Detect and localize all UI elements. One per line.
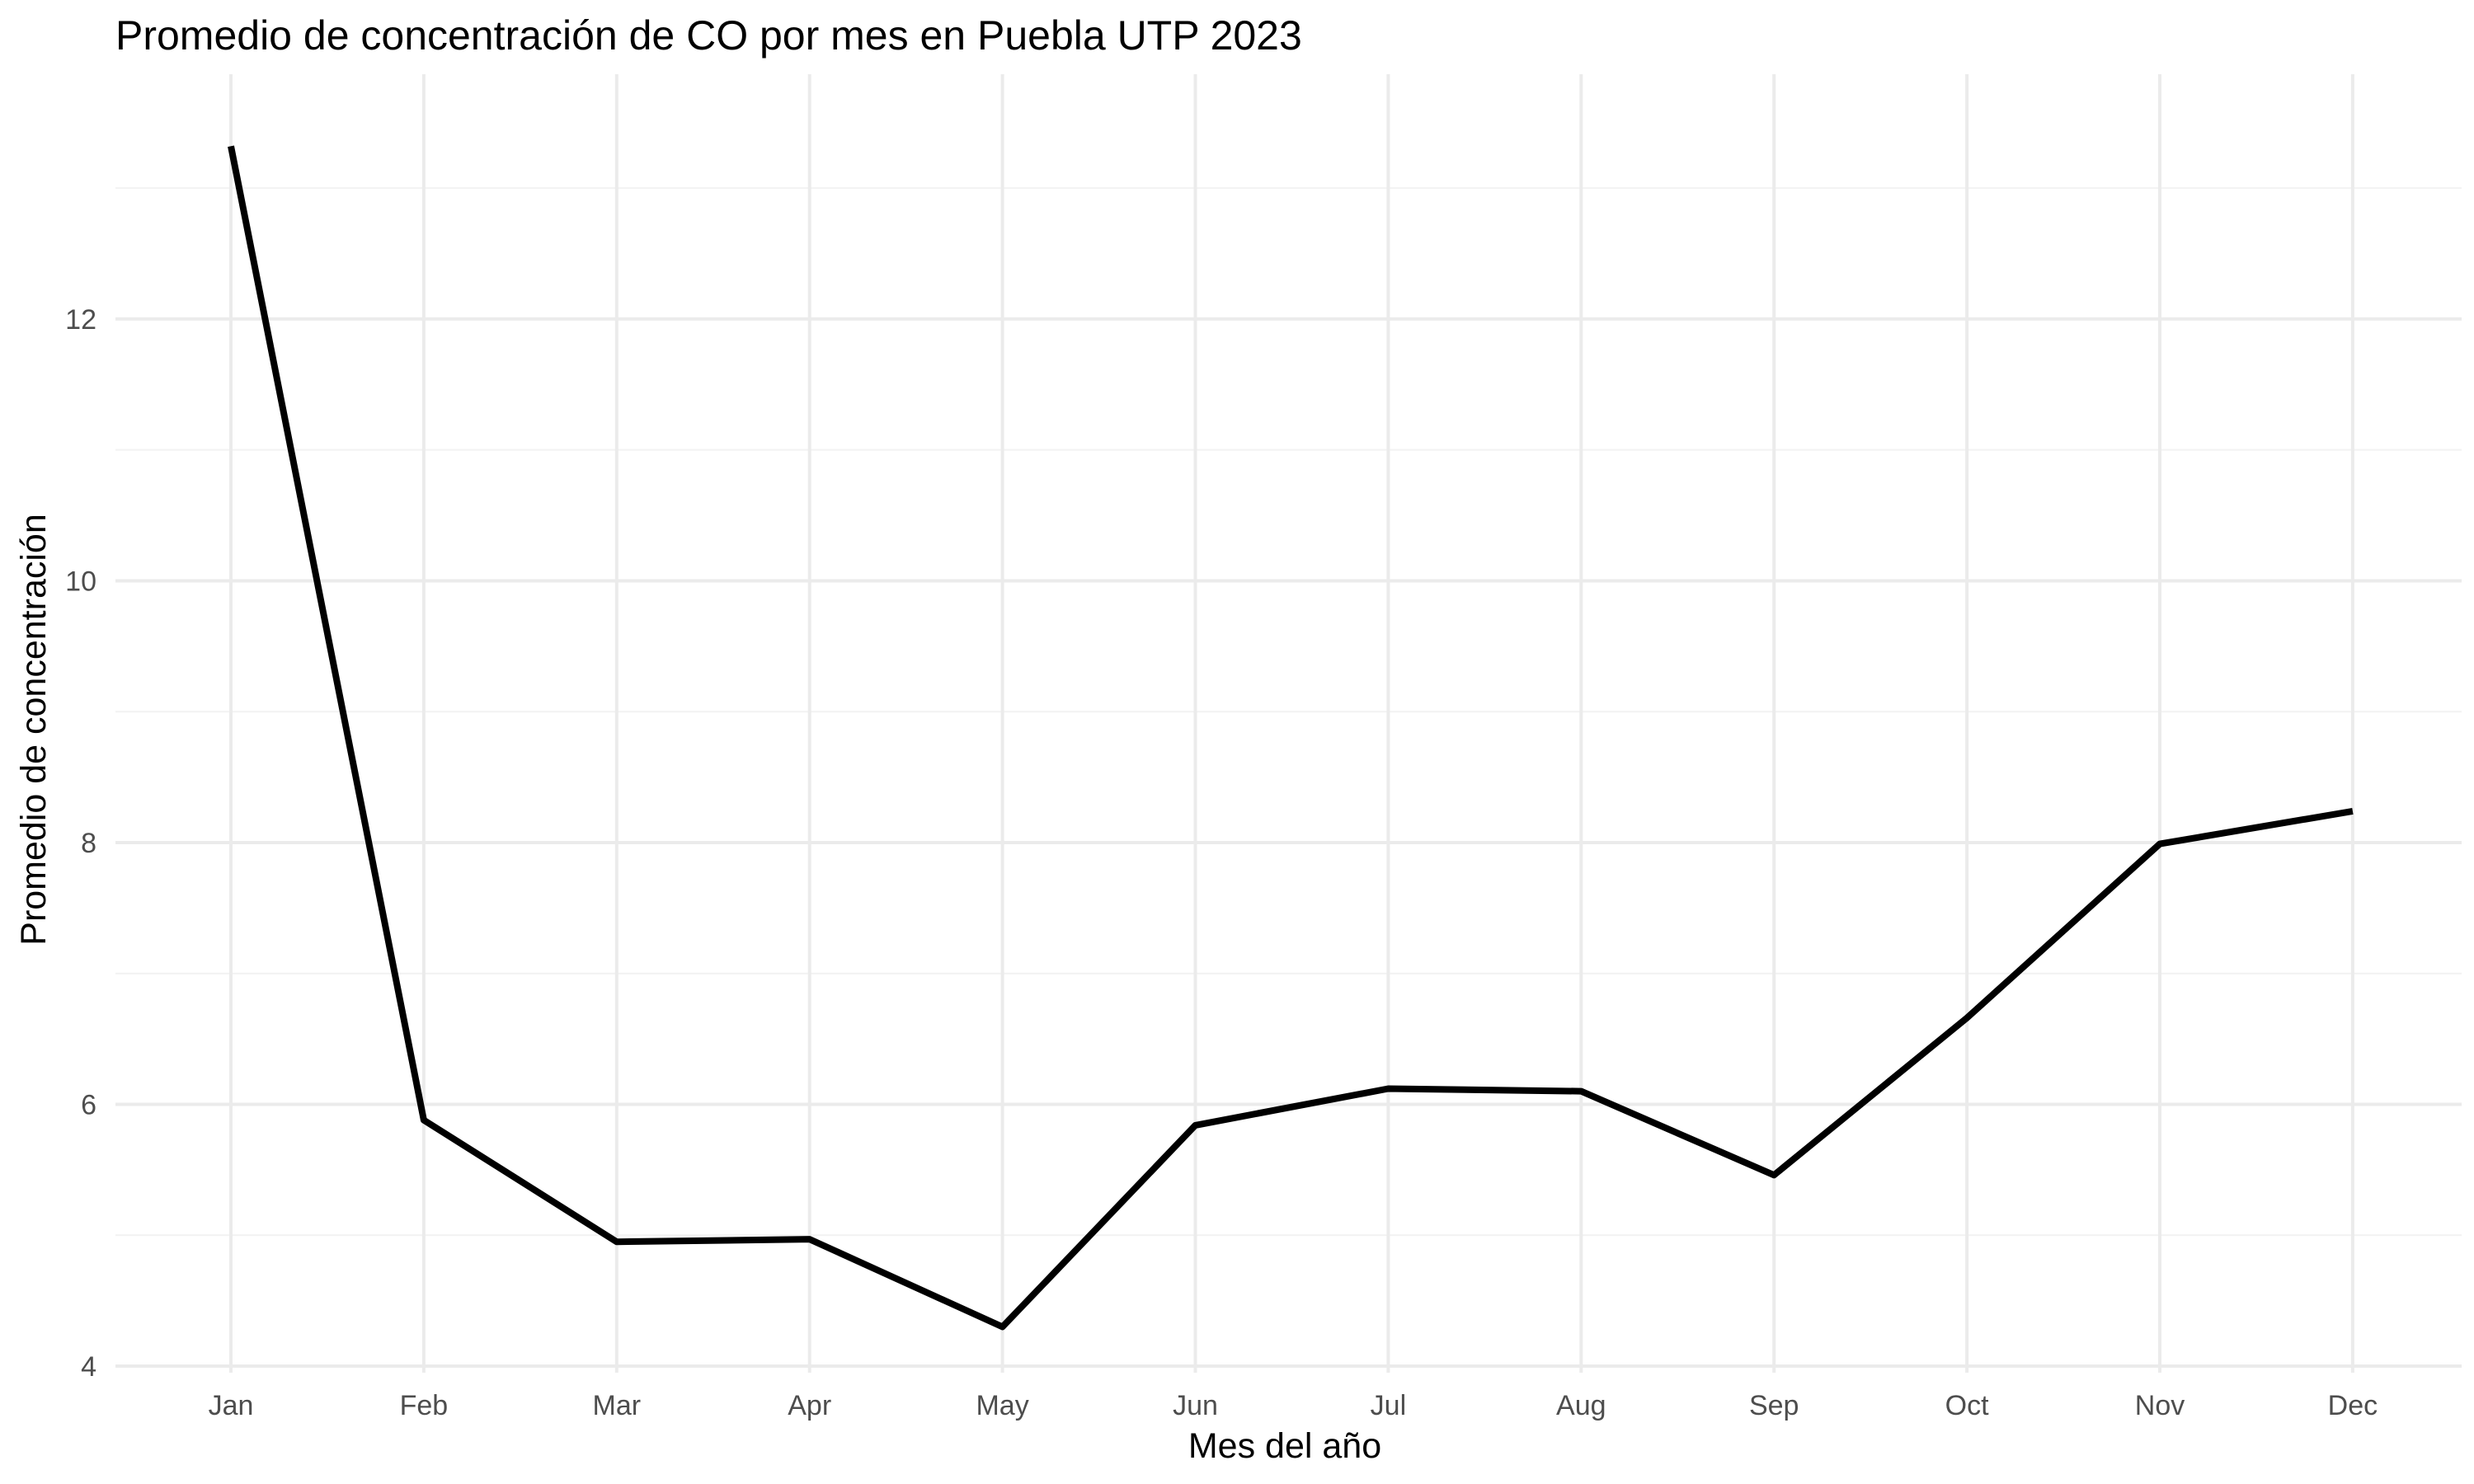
x-tick-label: Nov — [2135, 1390, 2185, 1421]
x-tick-label: Feb — [400, 1390, 449, 1421]
x-axis-ticks: Jan Feb Mar Apr May Jun Jul Aug Sep Oct Nov Dec — [209, 1390, 2378, 1421]
y-tick-label: 6 — [81, 1090, 96, 1121]
x-tick-label: Jun — [1173, 1390, 1218, 1421]
x-tick-label: Sep — [1749, 1390, 1799, 1421]
y-tick-label: 12 — [65, 304, 96, 336]
x-tick-label: Jan — [209, 1390, 254, 1421]
x-axis-title: Mes del año — [1188, 1426, 1381, 1466]
x-tick-label: Jul — [1371, 1390, 1406, 1421]
y-tick-label: 8 — [81, 828, 96, 859]
x-tick-label: Apr — [788, 1390, 831, 1421]
chart-title: Promedio de concentración de CO por mes … — [115, 12, 1302, 59]
series-line — [228, 145, 2354, 1331]
x-tick-label: May — [976, 1390, 1028, 1421]
x-tick-label: Dec — [2328, 1390, 2378, 1421]
y-axis-ticks: 4 6 8 10 12 — [65, 304, 96, 1383]
y-tick-label: 10 — [65, 566, 96, 597]
y-axis-title: Promedio de concentración — [14, 514, 54, 945]
grid-lines — [115, 74, 2462, 1373]
x-tick-label: Oct — [1945, 1390, 1989, 1421]
x-tick-label: Mar — [593, 1390, 642, 1421]
series-group — [228, 145, 2354, 1331]
x-tick-label: Aug — [1556, 1390, 1606, 1421]
y-tick-label: 4 — [81, 1351, 96, 1383]
